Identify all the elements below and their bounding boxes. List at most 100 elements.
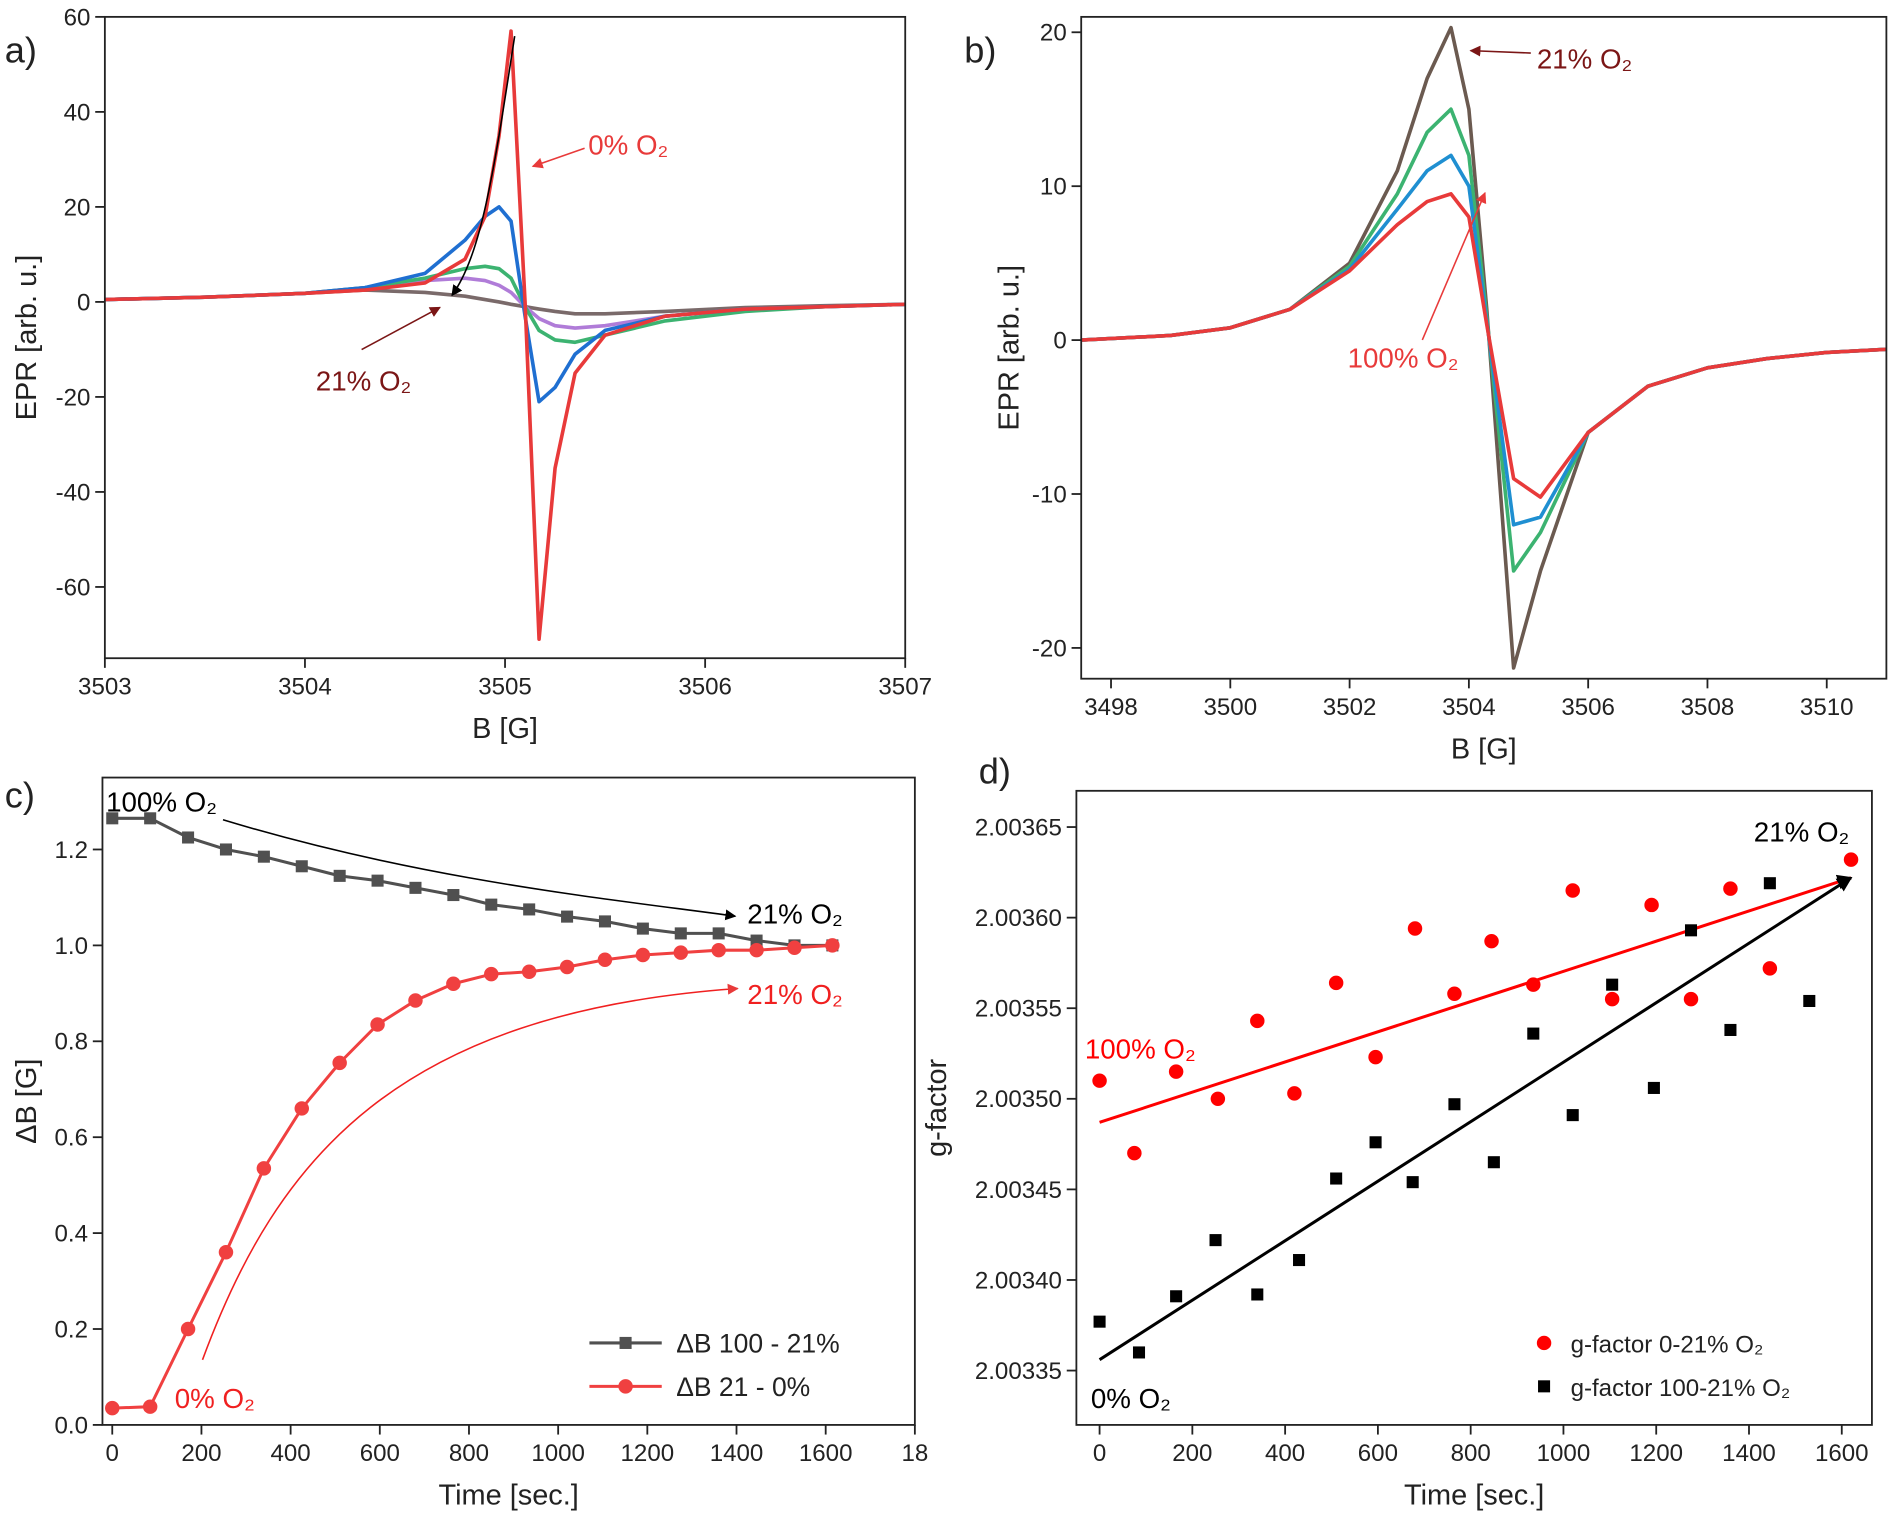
x-tick-label: 0: [1093, 1440, 1106, 1467]
x-tick-label: 3506: [1561, 694, 1615, 721]
x-tick-label: 800: [449, 1440, 489, 1467]
marker-square: [333, 869, 346, 882]
marker-circle: [1368, 1049, 1383, 1065]
marker-circle: [1210, 1091, 1226, 1107]
x-axis-label: B [G]: [1451, 733, 1517, 765]
marker-square: [636, 922, 649, 935]
x-tick-label: 3498: [1084, 694, 1138, 721]
y-tick-label: 2.00345: [975, 1177, 1062, 1204]
y-tick-label: -10: [1032, 481, 1067, 508]
annotation: 100% O₂: [1348, 343, 1459, 374]
marker-circle: [332, 1055, 347, 1071]
y-tick-label: 40: [64, 99, 91, 126]
x-tick-label: 0: [106, 1440, 119, 1467]
y-tick-label: -20: [56, 384, 91, 411]
x-tick-label: 1600: [799, 1440, 853, 1467]
x-tick-label: 600: [360, 1440, 400, 1467]
marker-circle: [521, 964, 537, 979]
marker-circle: [218, 1245, 234, 1260]
marker-circle: [1565, 883, 1580, 898]
y-tick-label: 1.2: [54, 837, 87, 864]
marker-circle: [484, 966, 499, 982]
x-tick-label: 800: [1451, 1440, 1491, 1467]
y-axis-label: EPR [arb. u.]: [11, 255, 43, 421]
marker-square: [1487, 1156, 1500, 1169]
marker-circle: [597, 952, 613, 968]
marker-square: [598, 915, 611, 928]
y-tick-label: 2.00360: [975, 905, 1062, 932]
x-tick-label: 3500: [1204, 694, 1258, 721]
y-tick-label: -40: [56, 479, 91, 506]
annotation: 0% O₂: [588, 129, 668, 160]
y-tick-label: 20: [1040, 20, 1067, 47]
y-tick-label: 2.00350: [975, 1086, 1062, 1113]
marker-square: [619, 1336, 632, 1349]
annotation: 21% O₂: [316, 366, 411, 397]
x-axis-label: B [G]: [472, 713, 538, 745]
x-tick-label: 200: [1172, 1440, 1212, 1467]
marker-circle: [370, 1017, 385, 1032]
legend-label: g-factor 0-21% O₂: [1571, 1332, 1764, 1359]
annotation: 21% O₂: [1537, 44, 1632, 75]
marker-circle: [1762, 961, 1778, 976]
y-tick-label: 60: [64, 4, 91, 31]
marker-square: [1330, 1172, 1343, 1185]
y-tick-label: 0.4: [54, 1221, 87, 1248]
marker-square: [409, 881, 422, 894]
marker-circle: [1644, 897, 1659, 913]
plot-area: [1081, 25, 1887, 670]
x-tick-label: 3503: [78, 673, 132, 700]
marker-square: [1369, 1136, 1382, 1149]
marker-square: [295, 860, 308, 873]
y-tick-label: 0.0: [54, 1412, 87, 1439]
plot-frame: [101, 776, 916, 1426]
y-tick-label: 2.00340: [975, 1267, 1062, 1294]
marker-square: [447, 889, 460, 902]
plot-frame: [103, 15, 907, 660]
y-axis-label: ΔB [G]: [11, 1059, 43, 1144]
x-tick-label: 3505: [478, 673, 532, 700]
plot-area: [104, 29, 906, 642]
marker-square: [1170, 1290, 1183, 1303]
marker-circle: [1683, 991, 1699, 1007]
fit-line: [1099, 874, 1853, 1124]
legend-label: ΔB 21 - 0%: [676, 1372, 810, 1402]
x-tick-label: 600: [1358, 1440, 1398, 1467]
series-line: [1081, 153, 1887, 527]
marker-circle: [1843, 852, 1859, 867]
y-tick-label: 10: [1040, 174, 1067, 201]
marker-square: [1538, 1380, 1551, 1393]
marker-circle: [256, 1161, 272, 1176]
y-tick-label: 2.00355: [975, 996, 1062, 1023]
marker-circle: [1250, 1013, 1265, 1029]
x-tick-label: 1000: [531, 1440, 585, 1467]
marker-circle: [294, 1101, 310, 1116]
marker-circle: [711, 942, 726, 958]
marker-square: [712, 927, 725, 940]
marker-square: [1209, 1234, 1222, 1247]
x-tick-label: 1400: [710, 1440, 764, 1467]
x-tick-label: 400: [271, 1440, 311, 1467]
y-tick-label: 2.00365: [975, 814, 1062, 841]
y-tick-label: 0.8: [54, 1029, 87, 1056]
y-tick-label: -20: [1032, 635, 1067, 662]
annotation-arrow: [201, 983, 739, 1361]
marker-square: [1406, 1176, 1419, 1189]
x-tick-label: 1600: [1815, 1440, 1869, 1467]
annotation: 21% O₂: [747, 979, 842, 1010]
marker-square: [1647, 1081, 1660, 1094]
annotation: 0% O₂: [1091, 1383, 1171, 1414]
annotation-arrow: [361, 306, 441, 351]
marker-square: [561, 910, 574, 923]
marker-square: [1093, 1315, 1106, 1328]
marker-square: [750, 934, 763, 947]
marker-square: [485, 898, 498, 911]
y-tick-label: 20: [64, 194, 91, 221]
marker-square: [182, 831, 195, 844]
marker-square: [674, 927, 687, 940]
x-tick-label: 3510: [1800, 694, 1854, 721]
y-axis-label: g-factor: [921, 1058, 953, 1156]
x-tick-label: 3507: [878, 673, 932, 700]
plot-area: [105, 812, 840, 1416]
annotation-arrow: [531, 147, 585, 169]
